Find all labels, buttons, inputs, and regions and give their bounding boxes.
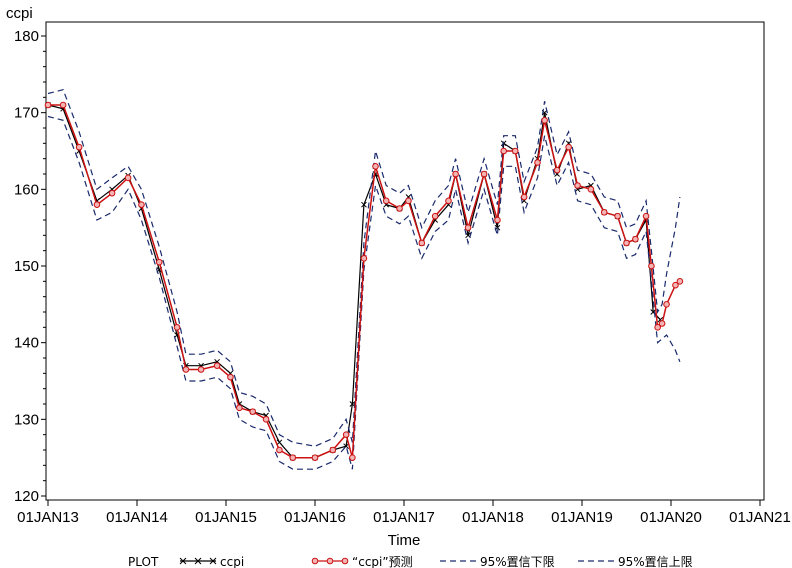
x-tick-label: 01JAN20 [640,509,702,526]
actual-point [500,140,507,147]
x-tick-label: 01JAN14 [106,509,168,526]
y-axis: 120 130 140 150 160 170 180 [14,28,46,505]
forecast-point [262,416,270,423]
legend-marker [179,557,187,565]
plot-frame [45,21,765,501]
forecast-point [349,454,356,461]
legend-marker [194,557,202,565]
legend-label: ccpi [220,555,244,568]
forecast-point [93,201,101,208]
forecast-point [587,186,595,193]
x-tick-label: 01JAN13 [17,509,79,526]
forecast-point [632,235,639,243]
forecast-point [464,224,472,231]
forecast-point [494,216,501,224]
forecast-point [173,324,181,331]
forecast-point [138,201,145,208]
forecast-point [511,147,519,155]
forecast-point [648,262,655,270]
legend-label: “ccpi”预测 [352,555,413,568]
forecast-point [672,281,679,289]
forecast-point [342,431,350,438]
forecast-point [534,159,541,166]
forecast-point [213,362,221,369]
forecast-point [382,197,390,205]
y-tick-label: 150 [14,258,39,275]
series-line-1 [48,104,681,459]
forecast-point [520,193,528,201]
y-tick-label: 180 [14,28,39,45]
y-tick-label: 130 [14,411,39,428]
forecast-point [155,258,163,266]
forecast-point [396,205,403,212]
forecast-point [445,197,452,205]
forecast-point [59,101,67,109]
forecast-point [565,143,572,151]
x-tick-label: 01JAN17 [373,509,435,526]
forecast-point [329,446,337,454]
forecast-point [75,143,83,151]
x-tick-label: 01JAN19 [551,509,613,526]
forecast-point [360,255,368,262]
forecast-point [676,278,684,285]
forecast-point [405,197,412,205]
forecast-point [642,212,650,220]
legend-marker [209,557,217,565]
forecast-point [658,320,666,327]
y-tick-label: 170 [14,105,39,122]
forecast-point [553,166,561,174]
forecast-point [182,366,190,373]
forecast-point [124,174,132,182]
x-tick-label: 01JAN21 [729,509,791,526]
forecast-point [227,373,234,381]
y-tick-label: 120 [14,488,39,505]
forecast-point [197,366,205,373]
forecast-point [431,212,439,220]
legend-title: PLOT [128,555,159,568]
y-axis-title: ccpi [6,5,33,22]
forecast-point [276,446,283,454]
forecast-point [623,239,630,247]
legend-label: 95%置信下限 [480,555,555,568]
forecast-point [108,189,116,197]
forecast-point [289,454,297,461]
legend: PLOT ccpi “ccpi”预测 95%置信下限 95%置信上限 [128,555,693,568]
forecast-point [614,212,621,220]
y-tick-label: 160 [14,181,39,198]
plot-area [44,88,684,470]
x-tick-label: 01JAN18 [462,509,524,526]
forecast-point [663,301,670,308]
series-line-3 [47,88,681,447]
forecast-point [480,170,488,178]
forecast-point [236,404,243,412]
forecast-point [372,163,379,170]
x-tick-label: 01JAN16 [284,509,346,526]
x-axis: 01JAN13 01JAN14 01JAN15 01JAN16 01JAN17 01JAN… [17,500,791,526]
forecast-point [574,182,581,189]
y-tick-label: 140 [14,335,39,352]
forecast-point [541,117,548,124]
forecast-point [452,170,459,178]
actual-point [361,201,367,208]
forecast-point [600,209,608,216]
x-tick-label: 01JAN15 [195,509,257,526]
forecast-point [654,324,661,331]
x-axis-title: Time [388,532,421,549]
forecast-point [249,408,256,415]
actual-point [276,439,283,446]
series-line-2 [47,115,681,470]
legend-marker [311,557,319,565]
legend-marker [341,557,349,565]
legend-marker [326,557,334,565]
forecast-point [44,101,52,109]
forecast-point [500,147,507,155]
forecast-point [418,239,426,247]
legend-label: 95%置信上限 [618,555,693,568]
forecast-point [311,454,319,461]
